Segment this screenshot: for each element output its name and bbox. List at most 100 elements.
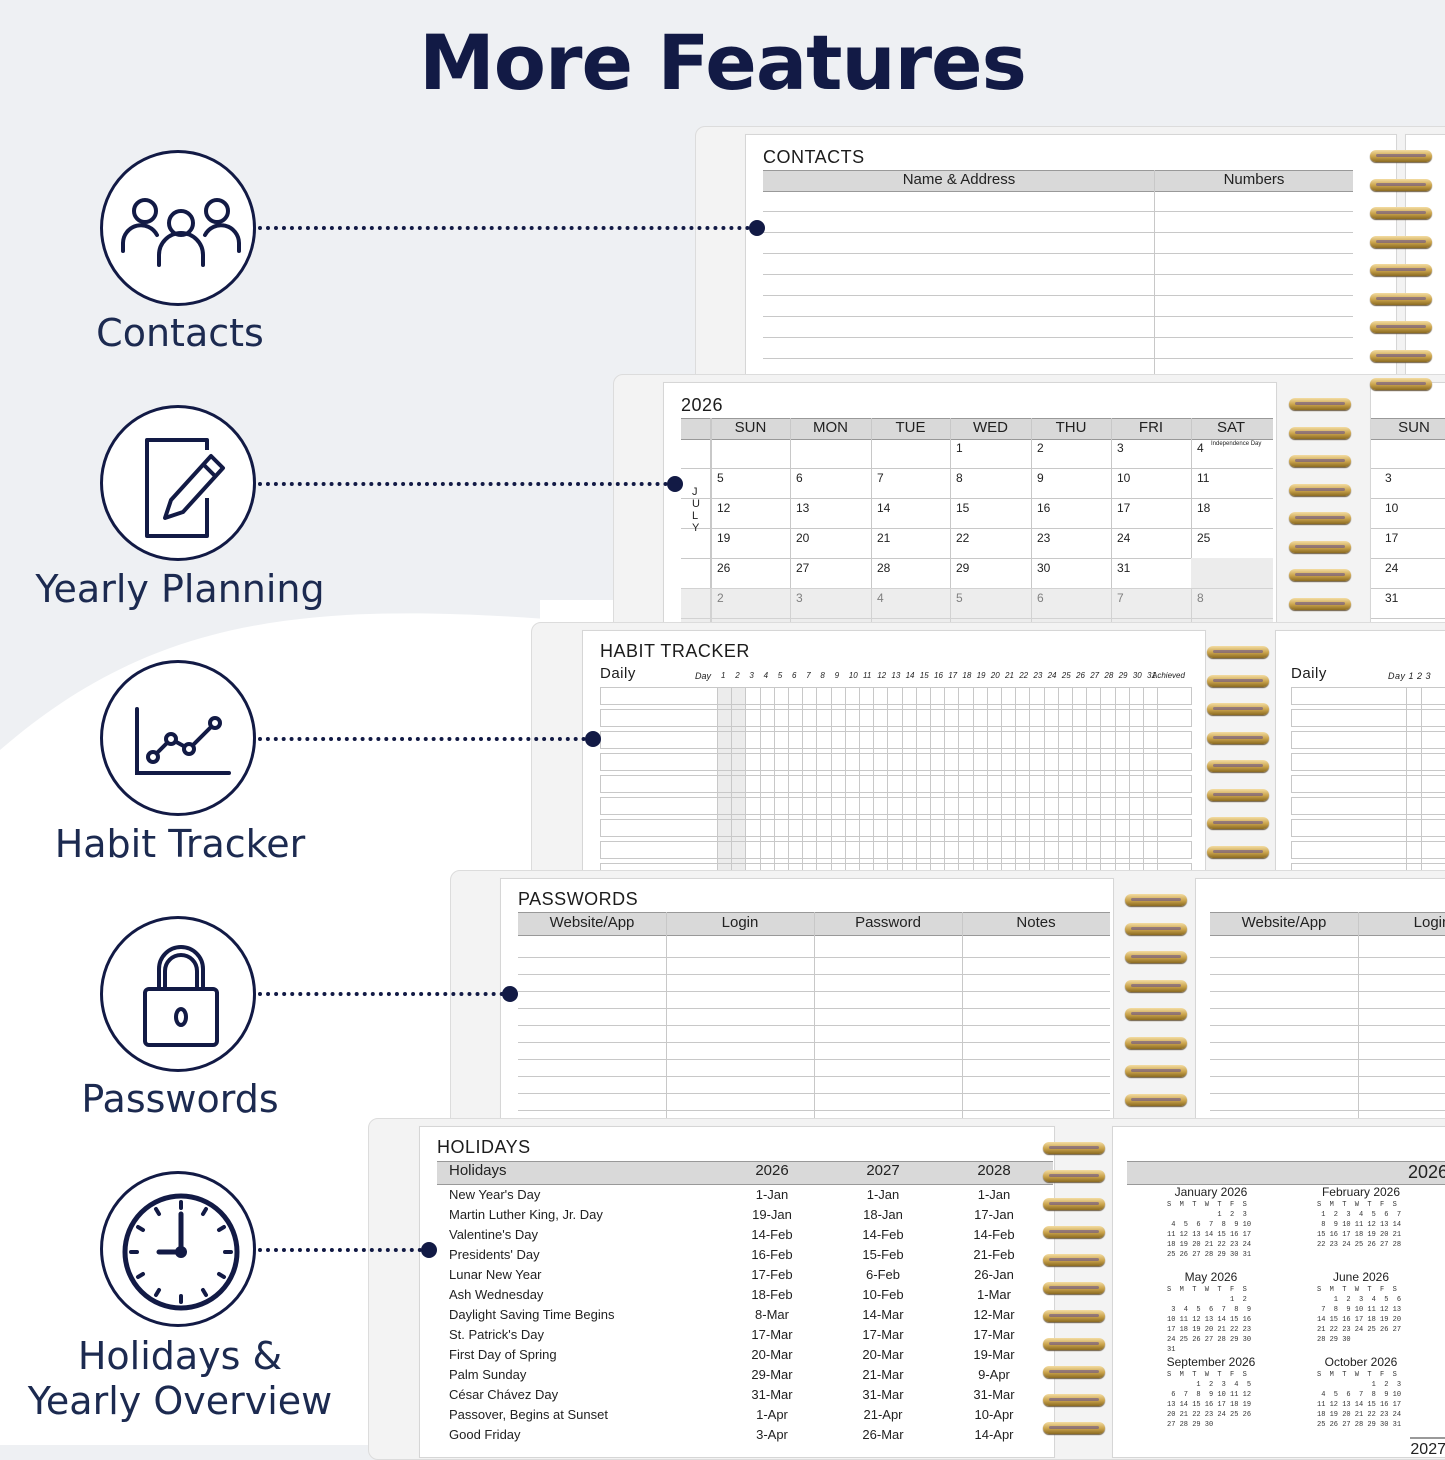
habit-col	[930, 687, 931, 881]
holiday-date-2026: 20-Mar	[751, 1347, 793, 1362]
password-row-line	[518, 1042, 1110, 1043]
spiral-coil	[1043, 1282, 1105, 1294]
contacts-page: CONTACTS Name & Address Numbers	[745, 134, 1397, 386]
habit-shade	[717, 687, 745, 881]
habit-col	[1100, 687, 1102, 881]
habit-page: HABIT TRACKER Daily Day 1 2 3 4 5 6 7 8 9 10 11 12 13…	[582, 630, 1206, 882]
yearly-date: 15	[956, 501, 970, 515]
yearly-date: 9	[1037, 471, 1044, 485]
holiday-date-2028: 14-Apr	[974, 1427, 1014, 1442]
habit-day-number: 6	[792, 671, 797, 680]
habit-day-number: 20	[990, 671, 1000, 680]
holidays-col-2027: 2027	[866, 1162, 900, 1179]
habit-day-number: 29	[1118, 671, 1128, 680]
habit-col	[1128, 687, 1130, 881]
spiral-coil	[1289, 398, 1351, 410]
habit-col	[1043, 687, 1045, 881]
spiral-coil	[1370, 321, 1432, 333]
spiral-coil	[1125, 894, 1187, 906]
spiral-coil	[1207, 674, 1269, 687]
yearly-circle	[100, 405, 256, 561]
password-col-line	[814, 912, 815, 1129]
contacts-row	[763, 211, 1353, 212]
habit-row	[600, 841, 1192, 859]
overview-month-name: October 2026	[1324, 1355, 1398, 1369]
habit-col	[844, 687, 846, 881]
yearly-date: 7	[877, 471, 884, 485]
spiral-coil	[1289, 455, 1351, 467]
yearly-right-line	[1371, 558, 1445, 559]
spiral-coil	[1207, 646, 1269, 658]
habit-col	[1114, 687, 1116, 881]
habit-col	[944, 687, 946, 881]
yearly-day-header: WED	[973, 419, 1008, 436]
contacts-connector	[258, 226, 750, 230]
yearly-col-line	[1031, 418, 1032, 633]
yearly-page-right: SUN 3101724317	[1370, 382, 1445, 634]
spiral-coil	[1289, 597, 1351, 610]
holiday-name: Martin Luther King, Jr. Day	[449, 1207, 603, 1222]
spiral-coil	[1043, 1422, 1105, 1434]
holidays-header: Holidays 2026 2027 2028	[437, 1161, 1053, 1185]
habit-col	[1001, 687, 1002, 881]
contacts-row	[763, 316, 1353, 317]
passwords-connector-dot	[502, 986, 518, 1002]
yearly-right-date: 3	[1385, 471, 1392, 485]
password-col-header: Password	[855, 914, 921, 931]
habit-subtitle: Daily	[600, 665, 636, 682]
contacts-row	[763, 274, 1353, 275]
yearly-right-date: 17	[1385, 531, 1399, 545]
habit-day-number: 9	[834, 671, 840, 680]
password-right-col-line	[1358, 912, 1359, 1129]
habit-col	[1057, 687, 1059, 881]
holiday-name: Daylight Saving Time Begins	[449, 1307, 615, 1322]
yearly-right-date: 10	[1385, 501, 1399, 515]
holiday-name: Ash Wednesday	[449, 1287, 544, 1302]
habit-day-number: 17	[948, 671, 958, 680]
holiday-name: Good Friday	[449, 1427, 521, 1442]
holiday-date-2026: 19-Jan	[752, 1207, 792, 1222]
holiday-name: St. Patrick's Day	[449, 1327, 544, 1342]
password-col-line	[666, 912, 667, 1129]
habit-right-subtitle: Daily	[1291, 665, 1327, 682]
holiday-date-2027: 26-Mar	[862, 1427, 904, 1442]
holiday-date-2026: 31-Mar	[751, 1387, 793, 1402]
habit-col	[802, 687, 804, 881]
yearly-month-letter: Y	[692, 522, 700, 534]
yearly-date: 11	[1197, 471, 1210, 485]
yearly-date: 4	[1197, 441, 1204, 455]
overview-header: 2026	[1127, 1161, 1445, 1185]
spiral-coil	[1043, 1338, 1105, 1350]
yearly-right-line	[1371, 528, 1445, 529]
holidays-label-line1: Holidays &	[77, 1334, 283, 1378]
habit-day-number: 14	[905, 671, 915, 680]
spiral-coil	[1370, 264, 1432, 276]
habit-right-row	[1291, 709, 1445, 727]
contacts-col-numbers: Numbers	[1223, 171, 1285, 188]
holiday-date-2027: 14-Feb	[862, 1227, 904, 1242]
password-right-row-line	[1210, 991, 1445, 992]
spiral-coil	[1125, 951, 1187, 963]
password-right-col-header: Login	[1413, 914, 1445, 931]
spiral-coil	[1125, 922, 1187, 935]
yearly-month-letter: L	[692, 510, 699, 522]
yearly-right-date: 24	[1385, 561, 1399, 575]
overview-next-year: 2027	[1410, 1437, 1445, 1457]
habit-col	[1157, 687, 1159, 881]
overview-month-grid: 1 2 3 4 5 6 7 8 9 10 11 12 13 14 15 16 1…	[1167, 1381, 1252, 1429]
holidays-col-2026: 2026	[755, 1162, 789, 1179]
spiral-coil	[1289, 512, 1351, 524]
holidays-label-line2: Yearly Overview	[27, 1379, 333, 1423]
spiral-coil	[1370, 178, 1432, 191]
contacts-row	[763, 253, 1353, 254]
holiday-date-2028: 26-Jan	[974, 1267, 1014, 1282]
yearly-day-header: SAT	[1216, 419, 1246, 436]
yearly-col-line	[950, 418, 951, 633]
password-right-row-line	[1210, 957, 1445, 958]
habit-col	[859, 687, 860, 881]
habit-day-number: 1	[721, 671, 726, 680]
holiday-date-2026: 3-Apr	[756, 1427, 788, 1442]
yearly-shade	[1191, 558, 1273, 588]
holiday-date-2026: 17-Feb	[751, 1267, 793, 1282]
yearly-row-line	[681, 498, 1273, 499]
